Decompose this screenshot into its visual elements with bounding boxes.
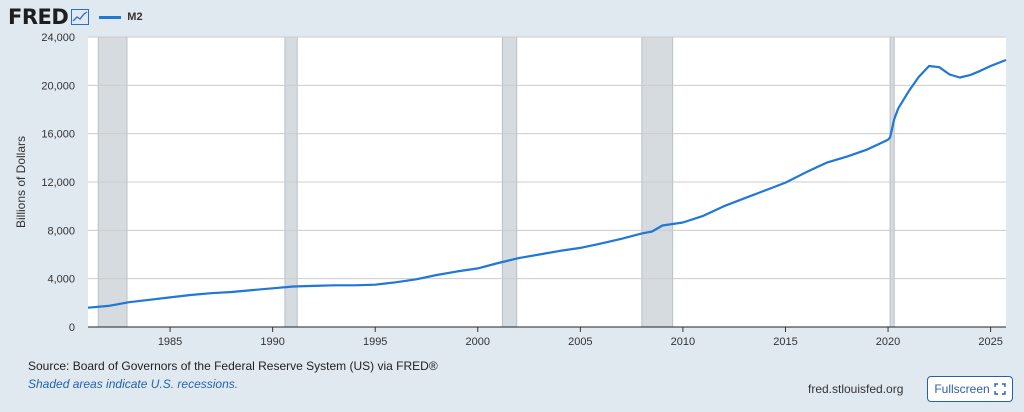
recession-note[interactable]: Shaded areas indicate U.S. recessions. (28, 377, 239, 391)
x-tick-label: 2020 (876, 336, 900, 348)
fred-logo[interactable]: FRED (8, 5, 69, 29)
series-line-m2[interactable] (87, 58, 1007, 309)
y-tick-labels: 0 4,000 8,000 12,000 16,000 20,000 24,000 (41, 32, 75, 334)
fullscreen-button[interactable]: Fullscreen (927, 376, 1013, 402)
x-tick-labels: 1985 1990 1995 2000 2005 2010 2015 2020 2025 (158, 327, 1003, 348)
y-axis-label: Billions of Dollars (14, 136, 28, 228)
y-tick-label: 24,000 (41, 32, 75, 44)
fullscreen-label: Fullscreen (934, 382, 990, 396)
y-tick-label: 20,000 (41, 80, 75, 92)
x-tick-label: 2025 (978, 336, 1002, 348)
gridlines (88, 36, 1006, 328)
legend: M2 (99, 11, 143, 23)
legend-swatch (99, 15, 122, 19)
x-tick-label: 2010 (671, 336, 695, 348)
source-text: Source: Board of Governors of the Federa… (28, 359, 438, 373)
x-tick-label: 2000 (466, 336, 490, 348)
chart-svg: 0 4,000 8,000 12,000 16,000 20,000 24,000 1985… (14, 32, 1007, 348)
fred-url[interactable]: fred.stlouisfed.org (808, 382, 904, 396)
x-tick-label: 2015 (773, 336, 797, 348)
y-tick-label: 12,000 (41, 177, 75, 189)
y-tick-label: 16,000 (41, 129, 75, 141)
x-tick-label: 2005 (568, 336, 592, 348)
legend-label: M2 (127, 11, 143, 23)
series-group (87, 58, 1007, 309)
chart-header: FRED M2 (8, 4, 143, 30)
y-tick-label: 0 (69, 322, 75, 334)
y-tick-label: 4,000 (47, 274, 75, 286)
expand-icon (993, 383, 1006, 395)
x-tick-label: 1985 (158, 336, 182, 348)
x-tick-label: 1990 (260, 336, 284, 348)
line-chart-icon (71, 9, 90, 25)
x-tick-label: 1995 (363, 336, 387, 348)
y-tick-label: 8,000 (47, 225, 75, 237)
